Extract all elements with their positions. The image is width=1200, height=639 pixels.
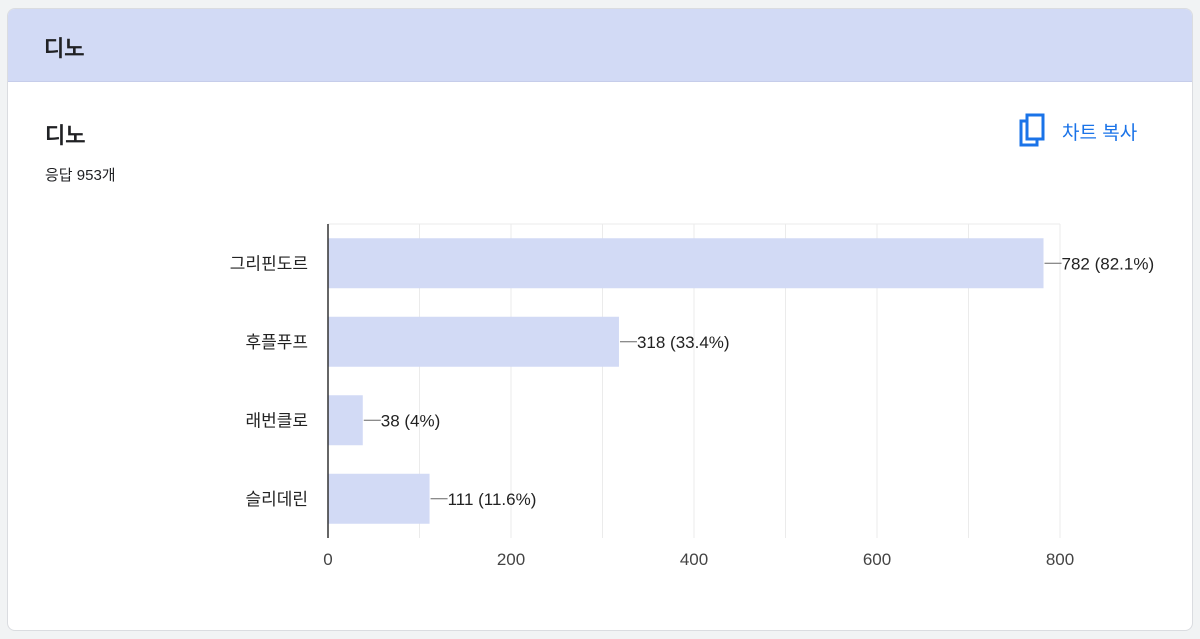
x-tick-label: 0 bbox=[323, 550, 332, 569]
category-label: 그리핀도르 bbox=[230, 254, 308, 273]
data-label: 782 (82.1%) bbox=[1062, 254, 1155, 273]
category-label: 후플푸프 bbox=[245, 333, 308, 352]
copy-chart-button[interactable]: 차트 복사 bbox=[1018, 113, 1137, 149]
bar[interactable] bbox=[328, 473, 430, 524]
card-header: 디노 bbox=[8, 9, 1192, 82]
x-tick-label: 800 bbox=[1046, 550, 1074, 569]
category-label: 래번클로 bbox=[245, 411, 308, 430]
bar[interactable] bbox=[328, 316, 619, 367]
bar[interactable] bbox=[328, 395, 363, 446]
x-tick-label: 600 bbox=[863, 550, 891, 569]
data-label: 38 (4%) bbox=[381, 411, 441, 430]
question-card: 디노 디노 응답 953개 차트 복사 bbox=[7, 8, 1193, 631]
bar[interactable] bbox=[328, 238, 1044, 289]
copy-chart-label: 차트 복사 bbox=[1062, 122, 1138, 144]
header-title: 디노 bbox=[44, 36, 85, 61]
question-title: 디노 bbox=[45, 123, 86, 148]
data-label: 111 (11.6%) bbox=[448, 490, 537, 509]
data-label: 318 (33.4%) bbox=[637, 333, 730, 352]
x-tick-label: 400 bbox=[680, 550, 708, 569]
category-label: 슬리데린 bbox=[245, 490, 308, 509]
x-tick-label: 200 bbox=[497, 550, 525, 569]
response-count: 응답 953개 bbox=[45, 167, 116, 184]
copy-icon bbox=[1018, 113, 1048, 149]
